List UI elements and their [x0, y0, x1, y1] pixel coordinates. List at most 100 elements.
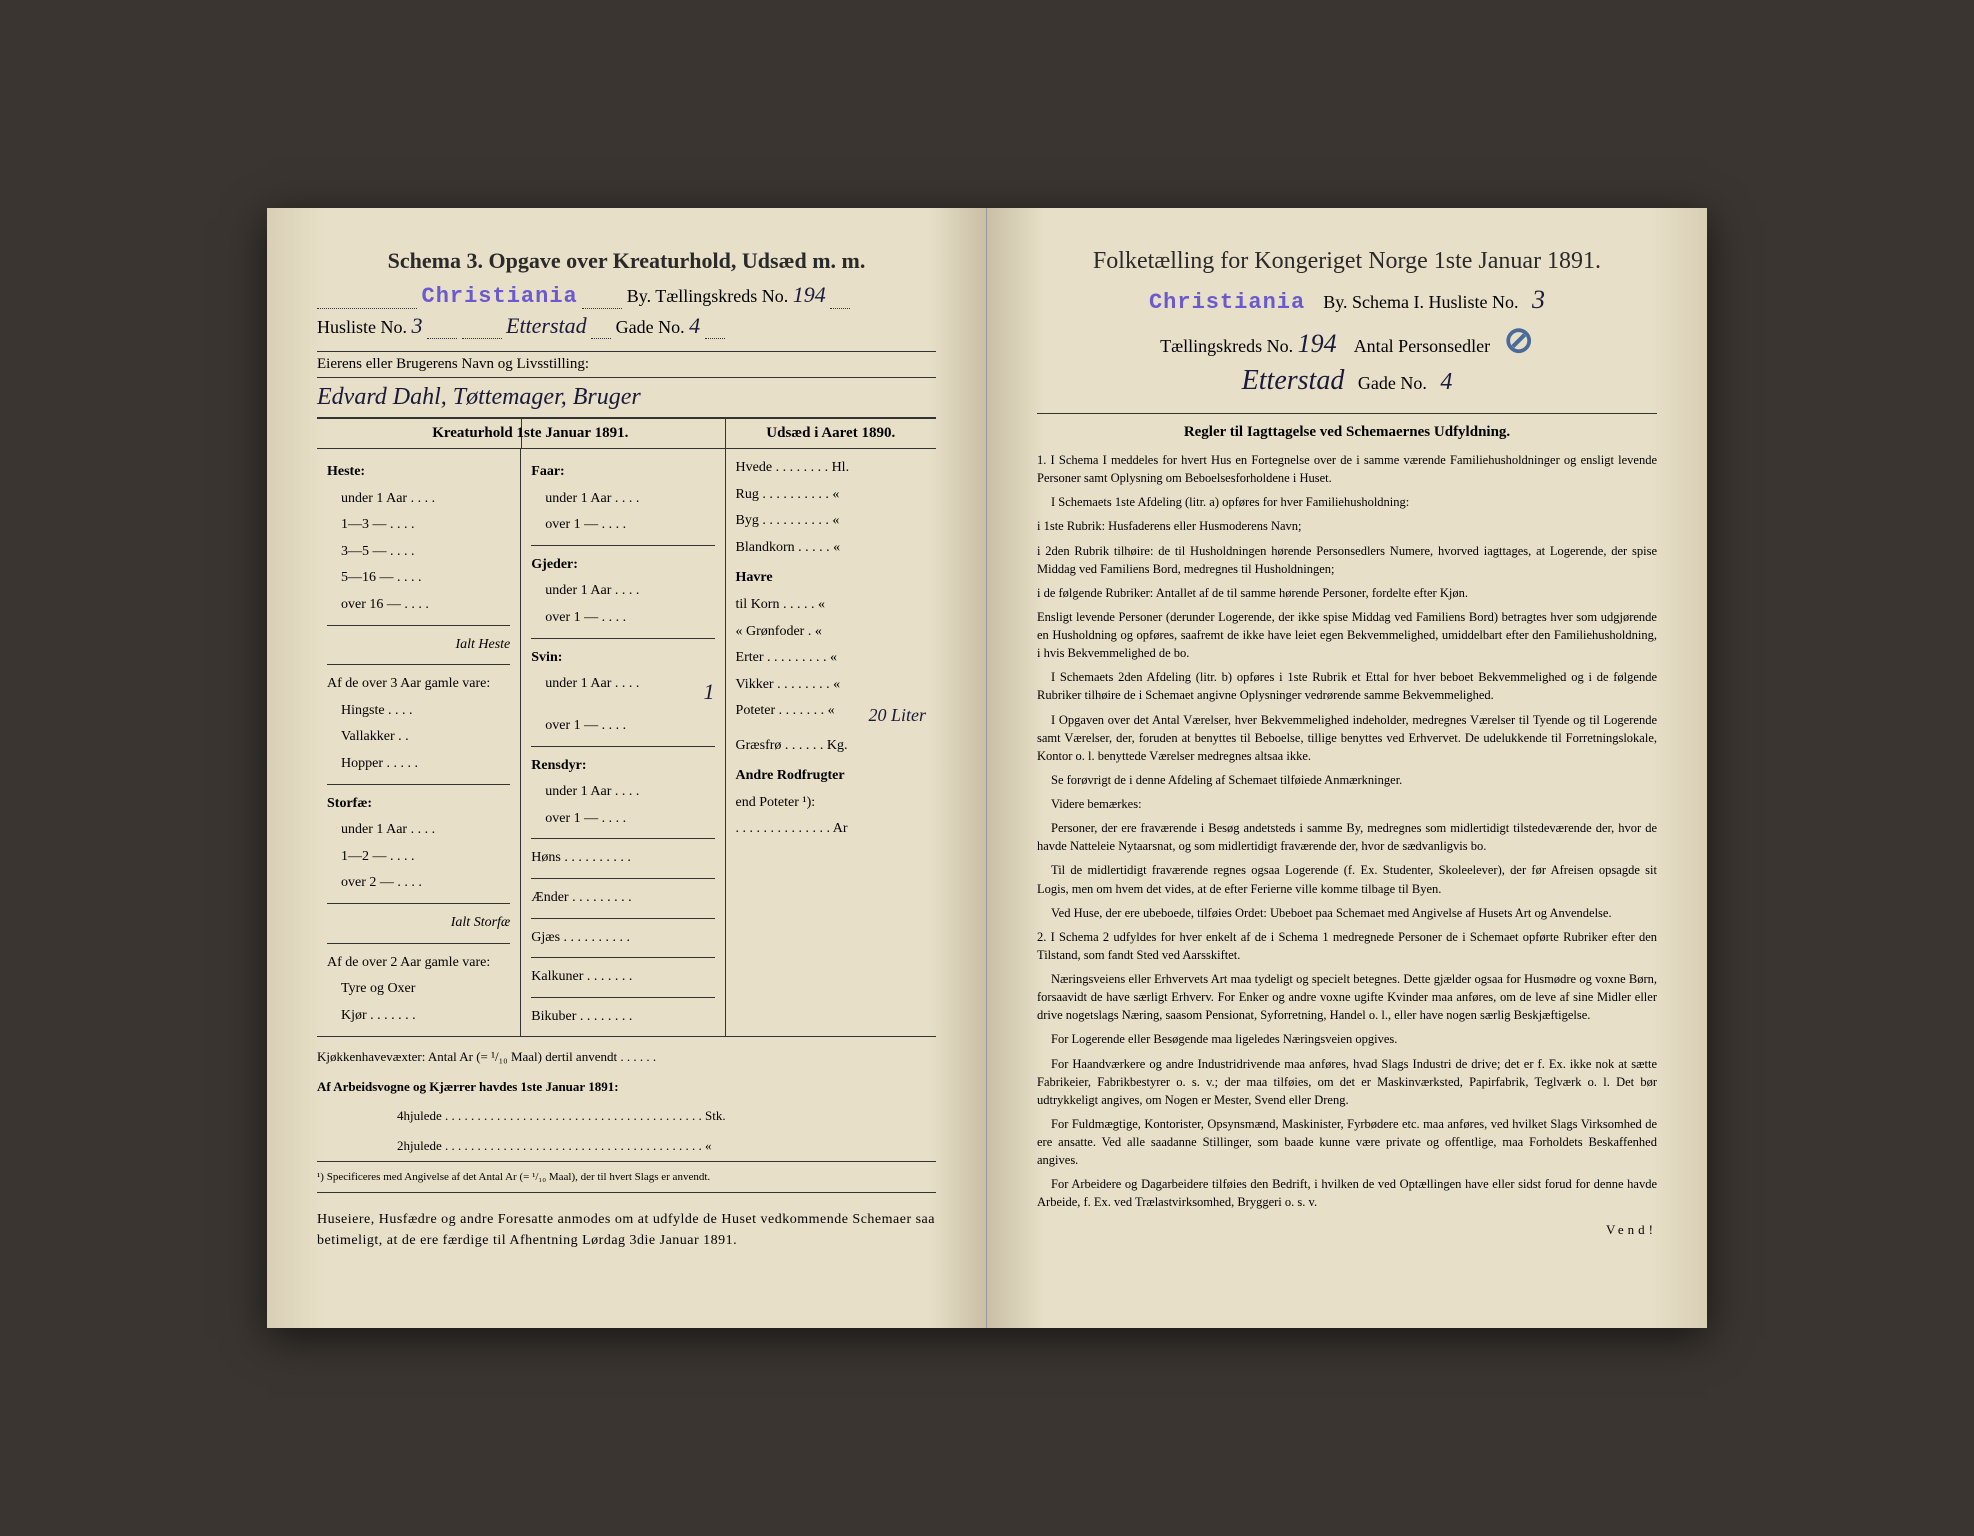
over2-row: Tyre og Oxer — [327, 976, 510, 1003]
storfae-total: Ialt Storfæ — [327, 910, 510, 937]
kreds-no-right: 194 — [1298, 329, 1337, 358]
gade-name-right: Etterstad — [1242, 365, 1345, 396]
notice: Huseiere, Husfædre og andre Foresatte an… — [317, 1209, 936, 1251]
kreds-no-left: 194 — [793, 282, 826, 307]
rule-para: Næringsveiens eller Erhvervets Art maa t… — [1037, 970, 1657, 1024]
heste-row: under 1 Aar . . . . — [327, 486, 510, 513]
city-stamp-right: Christiania — [1149, 290, 1305, 315]
wagons-2: 2hjulede . . . . . . . . . . . . . . . .… — [317, 1136, 936, 1156]
rule-para: Ved Huse, der ere ubeboede, tilføies Ord… — [1037, 904, 1657, 922]
svin-row-label: under 1 Aar . . . . — [545, 671, 639, 713]
column-headers: Kreaturhold 1ste Januar 1891. Udsæd i Aa… — [317, 417, 936, 449]
wagons-4: 4hjulede . . . . . . . . . . . . . . . .… — [317, 1106, 936, 1126]
animals-column-1: Heste: under 1 Aar . . . . 1—3 — . . . .… — [317, 449, 521, 1036]
blandkorn-row: Blandkorn . . . . . « — [736, 535, 926, 562]
over2-label: Af de over 2 Aar gamle vare: — [327, 950, 510, 977]
left-header: Schema 3. Opgave over Kreaturhold, Udsæd… — [317, 248, 936, 339]
owner-name: Edvard Dahl, Tøttemager, Bruger — [317, 378, 936, 417]
vikker-row: Vikker . . . . . . . . « — [736, 672, 926, 699]
storfae-row: 1—2 — . . . . — [327, 844, 510, 871]
rule-para: Personer, der ere fraværende i Besøg and… — [1037, 819, 1657, 855]
rule-para: Ensligt levende Personer (derunder Loger… — [1037, 608, 1657, 662]
right-title: Folketælling for Kongeriget Norge 1ste J… — [1037, 248, 1657, 275]
svin-value: 1 — [704, 671, 715, 713]
vend: Vend! — [1037, 1222, 1657, 1238]
antal-label: Antal Personsedler — [1354, 336, 1490, 356]
right-sub-3: Etterstad Gade No. 4 — [1037, 365, 1657, 397]
over3-row: Hingste . . . . — [327, 698, 510, 725]
gade-label-right: Gade No. — [1358, 373, 1427, 393]
svin-heading: Svin: — [531, 645, 714, 672]
heste-heading: Heste: — [327, 459, 510, 486]
hons-row: Høns . . . . . . . . . . — [531, 845, 714, 872]
rule-para: For Fuldmægtige, Kontorister, Opsynsmænd… — [1037, 1115, 1657, 1169]
by-schema-label: By. Schema I. Husliste No. — [1323, 292, 1518, 312]
svin-row: over 1 — . . . . — [531, 713, 714, 740]
heste-total: Ialt Heste — [327, 632, 510, 659]
kitchen-garden: Kjøkkenhavevæxter: Antal Ar (= ¹/₁₀ Maal… — [317, 1047, 936, 1067]
rule-para: I Schemaets 2den Afdeling (litr. b) opfø… — [1037, 668, 1657, 704]
gade-label-left: Gade No. — [616, 317, 685, 337]
kreds-label-right: Tællingskreds No. — [1160, 336, 1293, 356]
schema-title: Schema 3. Opgave over Kreaturhold, Udsæd… — [317, 248, 936, 274]
heste-row: 1—3 — . . . . — [327, 512, 510, 539]
rule-para: 2. I Schema 2 udfyldes for hver enkelt a… — [1037, 928, 1657, 964]
rule-para: i 1ste Rubrik: Husfaderens eller Husmode… — [1037, 517, 1657, 535]
gjeder-row: under 1 Aar . . . . — [531, 578, 714, 605]
rug-row: Rug . . . . . . . . . . « — [736, 482, 926, 509]
gjeder-heading: Gjeder: — [531, 552, 714, 579]
gade-no-right: 4 — [1440, 369, 1452, 395]
rule-para: For Arbeidere og Dagarbeidere tilføies d… — [1037, 1175, 1657, 1211]
svin-row: under 1 Aar . . . . 1 — [531, 671, 714, 713]
andre-sub: end Poteter ¹): — [736, 790, 926, 817]
hvede-row: Hvede . . . . . . . . Hl. — [736, 455, 926, 482]
rule-para: For Logerende eller Besøgende maa ligele… — [1037, 1030, 1657, 1048]
heste-row: 5—16 — . . . . — [327, 565, 510, 592]
rules-title: Regler til Iagttagelse ved Schemaernes U… — [1037, 413, 1657, 441]
seed-column: Hvede . . . . . . . . Hl. Rug . . . . . … — [726, 449, 936, 1036]
by-label: By. Tællingskreds No. — [627, 286, 789, 306]
col-right-header: Udsæd i Aaret 1890. — [726, 419, 936, 448]
rules-body: 1. I Schema I meddeles for hvert Hus en … — [1037, 451, 1657, 1212]
andre-heading: Andre Rodfrugter — [736, 763, 926, 790]
storfae-heading: Storfæ: — [327, 791, 510, 818]
over3-label: Af de over 3 Aar gamle vare: — [327, 671, 510, 698]
gade-name-left: Etterstad — [506, 313, 587, 338]
poteter-value: 20 Liter — [868, 698, 926, 732]
faar-row: over 1 — . . . . — [531, 512, 714, 539]
erter-row: Erter . . . . . . . . . « — [736, 645, 926, 672]
right-page: Folketælling for Kongeriget Norge 1ste J… — [987, 208, 1707, 1328]
husliste-no-left: 3 — [412, 313, 423, 338]
right-sub-2: Tællingskreds No. 194 Antal Personsedler… — [1037, 319, 1657, 361]
faar-heading: Faar: — [531, 459, 714, 486]
rule-para: 1. I Schema I meddeles for hvert Hus en … — [1037, 451, 1657, 487]
poteter-label: Poteter . . . . . . . « — [736, 698, 835, 732]
wagons-label: Af Arbeidsvogne og Kjærrer havdes 1ste J… — [317, 1077, 936, 1097]
poteter-row: Poteter . . . . . . . « 20 Liter — [736, 698, 926, 732]
gade-no-left: 4 — [689, 313, 700, 338]
rule-para: i de følgende Rubriker: Antallet af de t… — [1037, 584, 1657, 602]
bikuber-row: Bikuber . . . . . . . . — [531, 1004, 714, 1031]
footnote: ¹) Specificeres med Angivelse af det Ant… — [317, 1170, 936, 1185]
city-stamp-left: Christiania — [422, 284, 578, 309]
havre-gron-row: « Grønfoder . « — [736, 619, 926, 646]
rensdyr-row: under 1 Aar . . . . — [531, 779, 714, 806]
over3-row: Vallakker . . — [327, 724, 510, 751]
havre-heading: Havre — [736, 565, 926, 592]
rule-para: Videre bemærkes: — [1037, 795, 1657, 813]
livestock-table: Heste: under 1 Aar . . . . 1—3 — . . . .… — [317, 449, 936, 1037]
andre-line: . . . . . . . . . . . . . . Ar — [736, 816, 926, 843]
storfae-row: over 2 — . . . . — [327, 870, 510, 897]
graesfro-row: Græsfrø . . . . . . Kg. — [736, 733, 926, 760]
over3-row: Hopper . . . . . — [327, 751, 510, 778]
circled-mark: ⊘ — [1504, 320, 1534, 360]
heste-row: over 16 — . . . . — [327, 592, 510, 619]
over2-row: Kjør . . . . . . . — [327, 1003, 510, 1030]
faar-row: under 1 Aar . . . . — [531, 486, 714, 513]
rensdyr-heading: Rensdyr: — [531, 753, 714, 780]
rule-para: Til de midlertidigt fraværende regnes og… — [1037, 861, 1657, 897]
rule-para: Se forøvrigt de i denne Afdeling af Sche… — [1037, 771, 1657, 789]
owner-label: Eierens eller Brugerens Navn og Livsstil… — [317, 351, 936, 378]
husliste-label-left: Husliste No. — [317, 317, 407, 337]
rule-para: i 2den Rubrik tilhøire: de til Husholdni… — [1037, 542, 1657, 578]
